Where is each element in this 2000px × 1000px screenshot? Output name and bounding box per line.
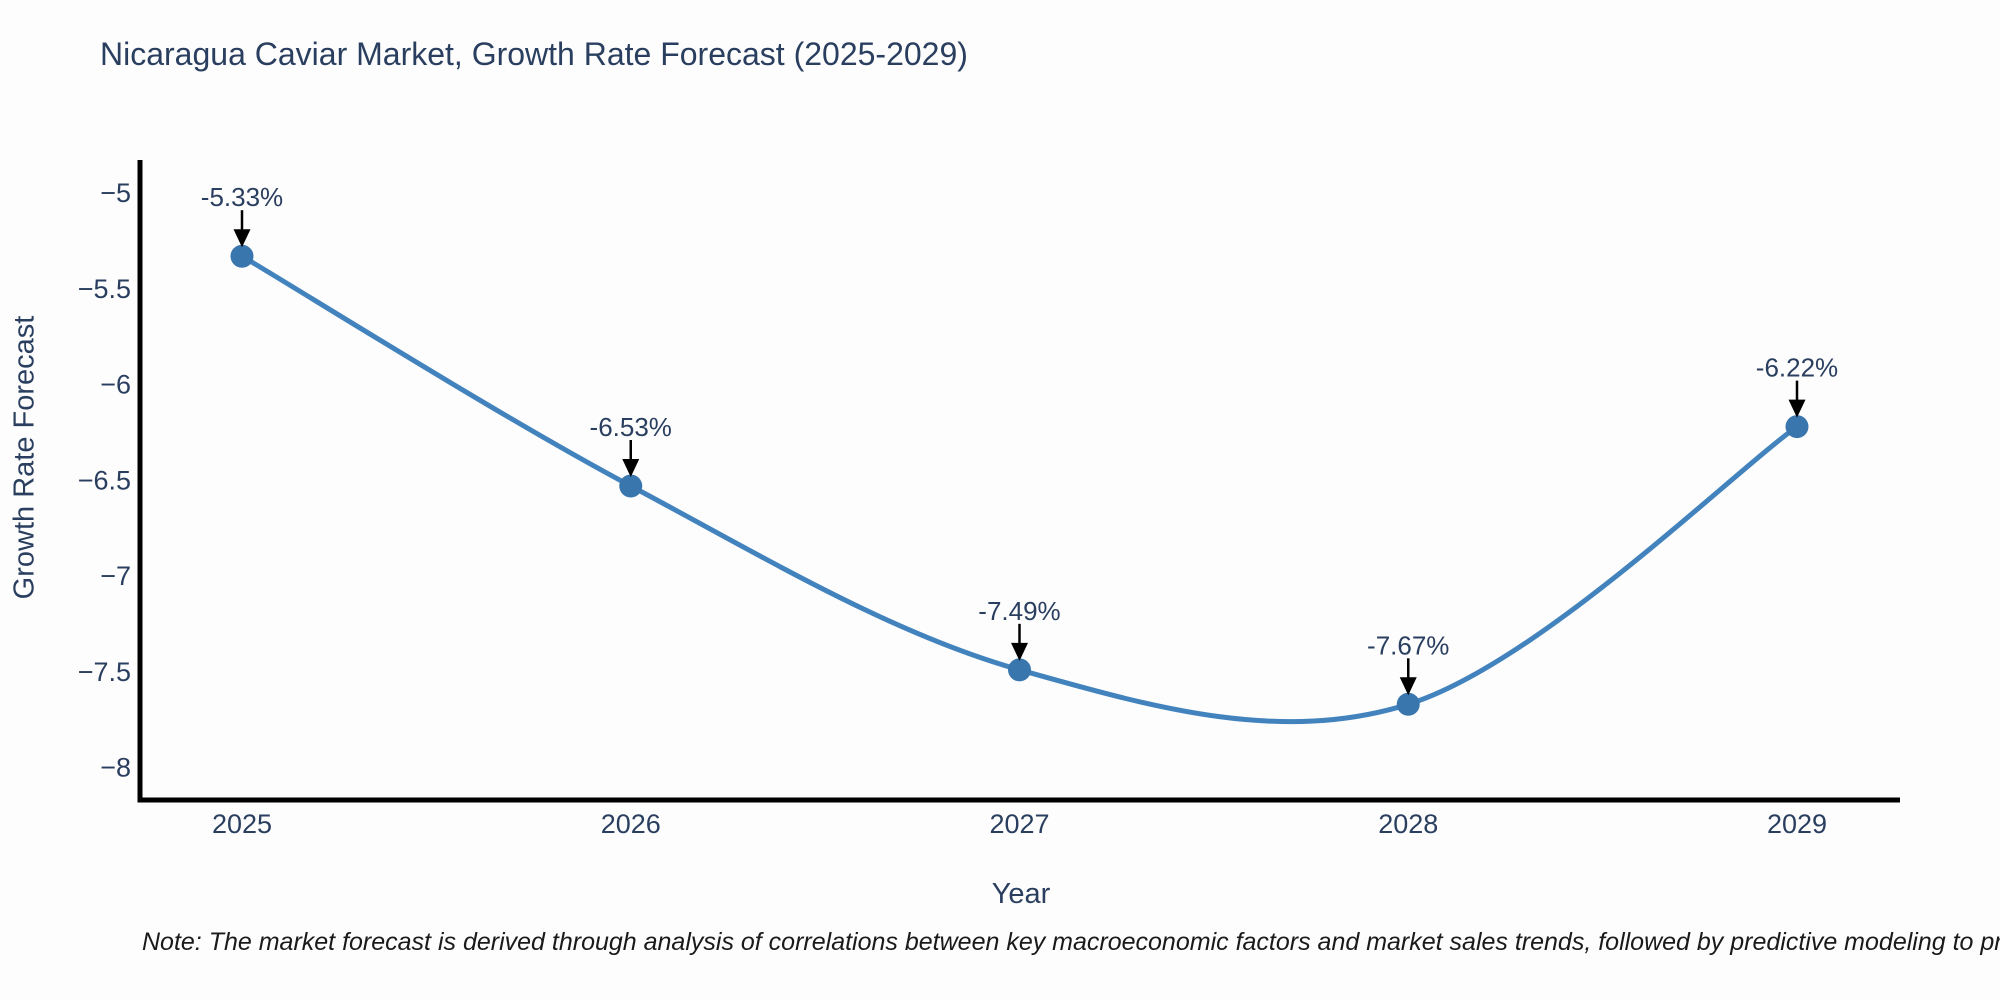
x-axis-title: Year: [991, 878, 1051, 910]
x-axis-tick-label: 2029: [1767, 809, 1827, 839]
y-axis-tick-label: −7: [100, 561, 131, 591]
annotation-label: -5.33%: [201, 182, 283, 212]
data-point-marker: [1396, 692, 1420, 716]
data-point-marker: [1008, 658, 1031, 682]
y-axis-tick-label: −8: [100, 753, 131, 783]
y-axis-tick-label: −5: [100, 178, 131, 208]
x-axis-tick-label: 2028: [1378, 809, 1438, 839]
y-axis-tick-label: −6.5: [78, 465, 131, 495]
annotation-arrowhead: [622, 458, 640, 477]
annotation-arrowhead: [1788, 399, 1806, 418]
x-axis-tick-label: 2027: [989, 809, 1049, 839]
x-axis-tick-label: 2025: [212, 809, 272, 839]
axis-lines: [137, 160, 1900, 803]
y-axis-tick-label: −6: [100, 370, 131, 400]
annotation-arrowhead: [1011, 642, 1028, 661]
annotation-arrowhead: [1399, 677, 1417, 696]
data-point-marker: [230, 244, 254, 268]
annotation-label: -7.67%: [1367, 630, 1449, 660]
chart-title: Nicaragua Caviar Market, Growth Rate For…: [100, 36, 968, 72]
footnote: Note: The market forecast is derived thr…: [142, 928, 2000, 956]
annotation-label: -6.22%: [1756, 353, 1838, 383]
data-point-marker: [1785, 415, 1809, 439]
annotation-label: -7.49%: [978, 596, 1060, 626]
annotation-arrowhead: [233, 229, 251, 248]
annotation-label: -6.53%: [590, 412, 672, 442]
y-axis-tick-label: −7.5: [78, 657, 131, 687]
y-axis-tick-label: −5.5: [78, 274, 131, 304]
data-point-marker: [619, 474, 643, 498]
x-axis-tick-label: 2026: [601, 809, 661, 839]
